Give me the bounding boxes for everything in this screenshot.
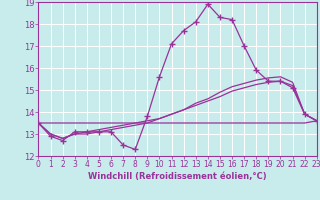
- X-axis label: Windchill (Refroidissement éolien,°C): Windchill (Refroidissement éolien,°C): [88, 172, 267, 181]
